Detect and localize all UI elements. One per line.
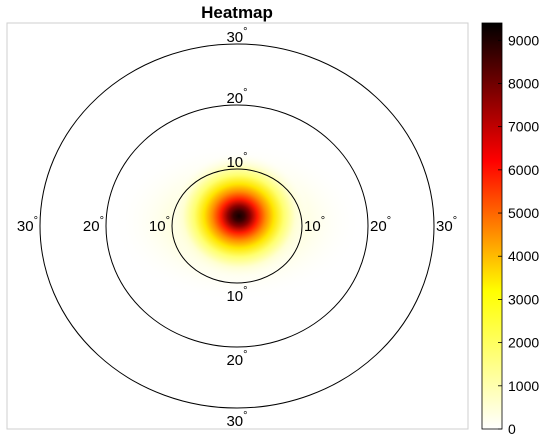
colorbar: 0 1000 2000 3000 4000 5000 6000 7000 8000 9000 [481, 22, 539, 437]
ring-30 [39, 43, 435, 409]
colorbar-tick-label-1000: 1000 [508, 378, 539, 394]
colorbar-tick-label-7000: 7000 [508, 119, 539, 135]
ring-20 [105, 104, 369, 348]
ring-label-20-right: 20° [370, 215, 391, 235]
ring-label-30-bottom: 30° [226, 410, 247, 430]
ring-label-20-top: 20° [226, 87, 247, 107]
colorbar-tick-label-0: 0 [508, 421, 516, 437]
heat-blob [169, 152, 309, 280]
ring-10 [171, 168, 303, 284]
ring-label-20-bottom: 20° [226, 349, 247, 369]
colorbar-gradient [481, 22, 503, 430]
colorbar-tick-label-2000: 2000 [508, 335, 539, 351]
colorbar-tick-label-3000: 3000 [508, 291, 539, 307]
ring-labels-layer: 10° 10° 10° 10° 20° 20° 20° 20° 30° 30° 30° 30° [17, 26, 457, 430]
ring-label-30-right: 30° [436, 215, 457, 235]
colorbar-tick-label-8000: 8000 [508, 75, 539, 91]
ring-label-30-left: 30° [17, 215, 38, 235]
colorbar-tick-label-9000: 9000 [508, 32, 539, 48]
colorbar-tick-label-4000: 4000 [508, 248, 539, 264]
colorbar-tick-label-5000: 5000 [508, 205, 539, 221]
ring-label-30-top: 30° [226, 26, 247, 46]
rings-layer [39, 43, 435, 409]
ring-label-10-bottom: 10° [226, 285, 247, 305]
ring-label-10-left: 10° [149, 215, 170, 235]
ring-label-20-left: 20° [83, 215, 104, 235]
ring-label-10-right: 10° [304, 215, 325, 235]
colorbar-tick-label-6000: 6000 [508, 162, 539, 178]
ring-label-10-top: 10° [226, 151, 247, 171]
heatmap-layer [112, 142, 362, 302]
colorbar-ticks: 0 1000 2000 3000 4000 5000 6000 7000 8000 9000 [498, 32, 539, 437]
chart-title: Heatmap [201, 3, 273, 22]
